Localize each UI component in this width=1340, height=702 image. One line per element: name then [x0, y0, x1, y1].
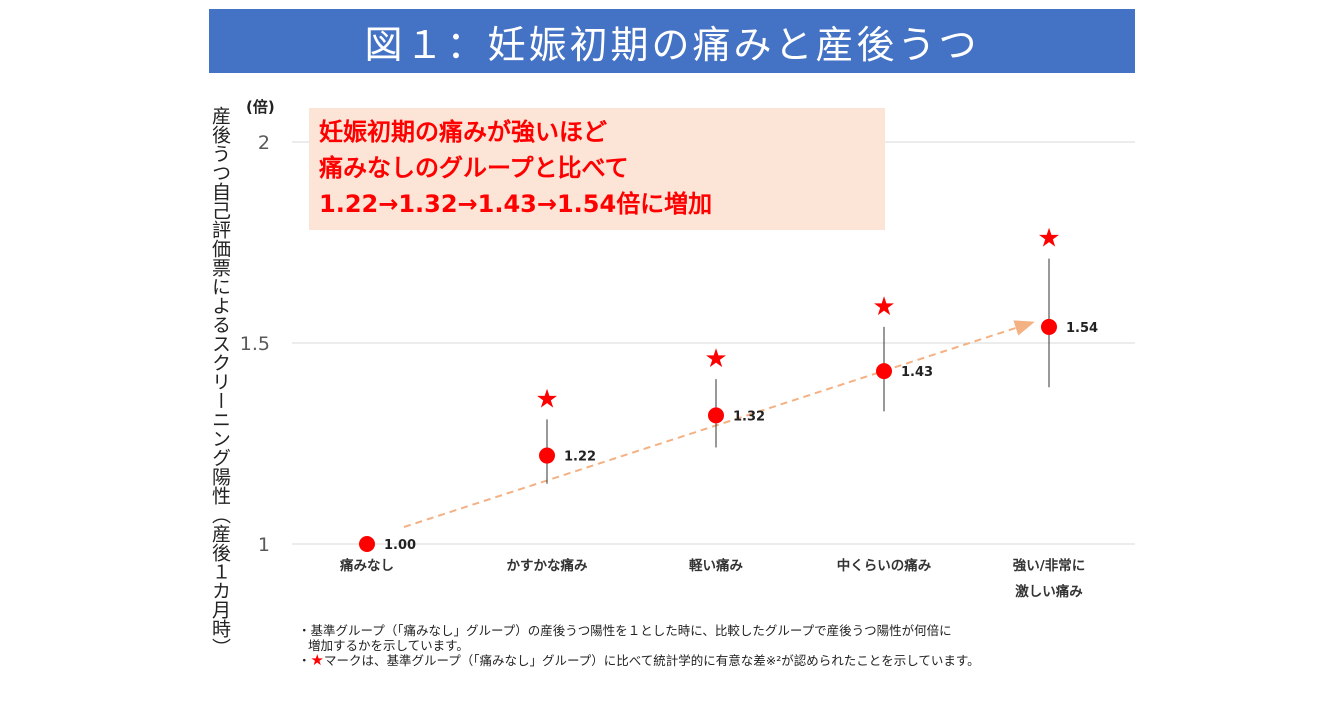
data-label-2: 1.32 — [733, 409, 765, 424]
category-label-2: 軽い痛み — [689, 557, 743, 574]
significance-stars: ★ ★ ★ ★ — [535, 224, 1060, 415]
callout-line-1: 妊娠初期の痛みが強いほど — [319, 118, 607, 146]
category-label-3: 中くらいの痛み — [837, 557, 932, 574]
y-tick-label-0: 1 — [258, 534, 270, 556]
category-label-1: かすかな痛み — [507, 557, 588, 574]
chart-title: 図１：妊娠初期の痛みと産後うつ — [209, 9, 1135, 73]
footnotes: ・基準グループ（「痛みなし」グループ）の産後うつ陽性を１とした時に、比較したグル… — [298, 623, 980, 668]
y-tick-label-1: 1.5 — [240, 333, 270, 355]
significance-star-3: ★ — [872, 292, 895, 322]
trend-arrow-layer — [403, 320, 1035, 528]
data-point-0 — [359, 536, 375, 552]
category-label-4-line-0: 強い/非常に — [1013, 557, 1085, 574]
footnote-1-line-1: ・基準グループ（「痛みなし」グループ）の産後うつ陽性を１とした時に、比較したグル… — [298, 623, 952, 638]
data-point-1 — [539, 447, 555, 464]
significance-star-1: ★ — [535, 384, 558, 414]
data-point-3 — [876, 363, 892, 380]
y-tick-label-2: 2 — [258, 132, 270, 154]
y-axis-unit: (倍) — [246, 98, 275, 116]
trend-arrow — [403, 320, 1035, 528]
callout-box: 妊娠初期の痛みが強いほど 痛みなしのグループと比べて 1.22→1.32→1.4… — [309, 108, 885, 230]
significance-star-4: ★ — [1037, 224, 1060, 254]
data-point-2 — [708, 407, 724, 424]
significance-star-2: ★ — [704, 344, 727, 374]
data-points — [359, 318, 1057, 552]
y-tick-labels: 11.52 — [240, 132, 270, 556]
footnote-2: ・★マークは、基準グループ（「痛みなし」グループ）に比べて統計学的に有意な差※²… — [298, 651, 980, 669]
callout-line-3: 1.22→1.32→1.43→1.54倍に増加 — [319, 190, 713, 218]
category-label-4-line-1: 激しい痛み — [1015, 583, 1083, 600]
data-label-0: 1.00 — [384, 538, 416, 553]
data-label-1: 1.22 — [564, 450, 596, 465]
star-icon: ★ — [310, 651, 324, 669]
data-label-3: 1.43 — [901, 365, 933, 380]
data-label-4: 1.54 — [1066, 321, 1098, 336]
category-label-0: 痛みなし — [339, 557, 394, 574]
footnote-2-bullet: ・ — [298, 653, 311, 668]
footnote-2-text: マークは、基準グループ（「痛みなし」グループ）に比べて統計学的に有意な差※²が認… — [323, 653, 980, 668]
data-point-4 — [1041, 318, 1057, 335]
callout-line-2: 痛みなしのグループと比べて — [319, 154, 629, 182]
error-bars — [546, 258, 1050, 484]
y-axis-title: 産後うつ自己評価票によるスクリーニング陽性（産後１カ月時） — [209, 106, 231, 657]
footnote-1-line-2: 増加するかを示しています。 — [308, 638, 469, 653]
data-labels: 1.00 1.22 1.32 1.43 1.54 — [384, 321, 1098, 553]
